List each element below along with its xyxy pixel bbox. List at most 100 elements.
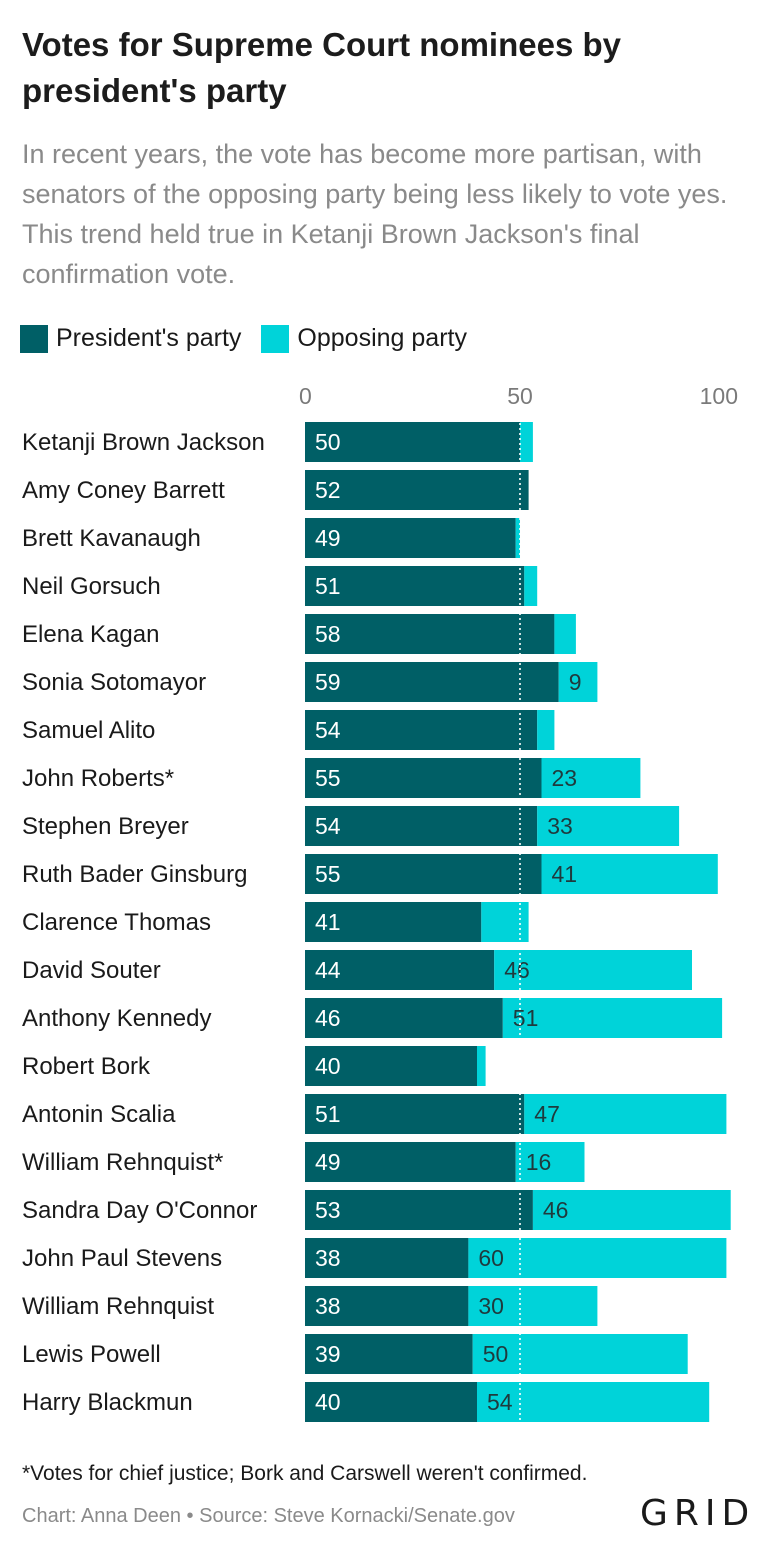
category-label-clarence-thomas: Clarence Thomas	[22, 909, 211, 936]
legend: President's party Opposing party	[20, 324, 487, 353]
bar-opposing-party-william-rehnquist	[515, 1142, 585, 1182]
data-label-presidents-party-clarence-thomas: 41	[315, 909, 341, 935]
data-label-presidents-party-robert-bork: 40	[315, 1053, 341, 1079]
bar-opposing-party-ruth-bader-ginsburg	[541, 854, 718, 894]
data-label-opposing-party-harry-blackmun: 54	[487, 1389, 513, 1415]
bar-presidents-party-stephen-breyer	[305, 806, 538, 846]
bar-opposing-party-anthony-kennedy	[502, 998, 723, 1038]
bar-opposing-party-antonin-scalia	[524, 1094, 727, 1134]
bar-presidents-party-robert-bork	[305, 1046, 477, 1086]
category-label-david-souter: David Souter	[22, 957, 161, 984]
category-label-john-paul-stevens: John Paul Stevens	[22, 1245, 222, 1272]
x-tick-label-0: 0	[299, 383, 312, 409]
category-label-harry-blackmun: Harry Blackmun	[22, 1389, 193, 1416]
grid-logo: GRID	[640, 1493, 756, 1534]
data-label-presidents-party-samuel-alito: 54	[315, 717, 341, 743]
data-label-presidents-party-william-rehnquist: 49	[315, 1149, 341, 1175]
bar-opposing-party-john-paul-stevens	[468, 1238, 727, 1278]
x-tick-label-50: 50	[507, 383, 533, 409]
data-label-opposing-party-ruth-bader-ginsburg: 41	[552, 861, 578, 887]
category-label-neil-gorsuch: Neil Gorsuch	[22, 573, 161, 600]
legend-item-opposing-party: Opposing party	[261, 324, 467, 353]
data-label-opposing-party-william-rehnquist: 16	[526, 1149, 552, 1175]
bar-presidents-party-samuel-alito	[305, 710, 538, 750]
data-label-opposing-party-antonin-scalia: 47	[534, 1101, 560, 1127]
data-label-opposing-party-william-rehnquist: 30	[478, 1293, 504, 1319]
category-label-robert-bork: Robert Bork	[22, 1053, 151, 1080]
data-label-presidents-party-harry-blackmun: 40	[315, 1389, 341, 1415]
data-label-opposing-party-sandra-day-o-connor: 46	[543, 1197, 569, 1223]
bar-opposing-party-samuel-alito	[537, 710, 555, 750]
data-label-opposing-party-john-roberts: 23	[552, 765, 578, 791]
category-label-william-rehnquist: William Rehnquist*	[22, 1149, 223, 1176]
data-label-opposing-party-sonia-sotomayor: 9	[569, 669, 582, 695]
data-label-opposing-party-lewis-powell: 50	[483, 1341, 509, 1367]
legend-label-opposing-party: Opposing party	[297, 324, 467, 352]
data-label-presidents-party-john-roberts: 55	[315, 765, 341, 791]
category-label-amy-coney-barrett: Amy Coney Barrett	[22, 477, 225, 504]
bar-presidents-party-sonia-sotomayor	[305, 662, 559, 702]
bar-presidents-party-ruth-bader-ginsburg	[305, 854, 542, 894]
category-label-ketanji-brown-jackson: Ketanji Brown Jackson	[22, 429, 265, 456]
data-label-presidents-party-anthony-kennedy: 46	[315, 1005, 341, 1031]
category-label-brett-kavanaugh: Brett Kavanaugh	[22, 525, 201, 552]
bar-opposing-party-clarence-thomas	[481, 902, 529, 942]
data-label-presidents-party-ketanji-brown-jackson: 50	[315, 429, 341, 455]
data-label-presidents-party-brett-kavanaugh: 49	[315, 525, 341, 551]
chart-subtitle: In recent years, the vote has become mor…	[22, 139, 728, 289]
data-label-presidents-party-sandra-day-o-connor: 53	[315, 1197, 341, 1223]
bar-opposing-party-elena-kagan	[554, 614, 576, 654]
data-label-presidents-party-sonia-sotomayor: 59	[315, 669, 341, 695]
bar-opposing-party-stephen-breyer	[537, 806, 680, 846]
bar-presidents-party-antonin-scalia	[305, 1094, 525, 1134]
bar-presidents-party-william-rehnquist	[305, 1142, 516, 1182]
data-label-presidents-party-david-souter: 44	[315, 957, 341, 983]
bar-opposing-party-john-roberts	[541, 758, 641, 798]
category-label-elena-kagan: Elena Kagan	[22, 621, 159, 648]
data-label-presidents-party-antonin-scalia: 51	[315, 1101, 341, 1127]
data-label-opposing-party-john-paul-stevens: 60	[478, 1245, 504, 1271]
category-label-sonia-sotomayor: Sonia Sotomayor	[22, 669, 206, 696]
bar-presidents-party-elena-kagan	[305, 614, 555, 654]
legend-swatch-presidents-party	[20, 324, 48, 353]
bar-opposing-party-robert-bork	[477, 1046, 486, 1086]
bar-presidents-party-sandra-day-o-connor	[305, 1190, 533, 1230]
bar-presidents-party-anthony-kennedy	[305, 998, 503, 1038]
bar-presidents-party-ketanji-brown-jackson	[305, 422, 520, 462]
data-label-presidents-party-ruth-bader-ginsburg: 55	[315, 861, 341, 887]
data-label-presidents-party-elena-kagan: 58	[315, 621, 341, 647]
category-label-william-rehnquist: William Rehnquist	[22, 1293, 214, 1320]
category-label-antonin-scalia: Antonin Scalia	[22, 1101, 176, 1128]
category-label-ruth-bader-ginsburg: Ruth Bader Ginsburg	[22, 861, 247, 888]
bar-opposing-party-sandra-day-o-connor	[532, 1190, 731, 1230]
category-label-anthony-kennedy: Anthony Kennedy	[22, 1005, 211, 1032]
data-label-opposing-party-anthony-kennedy: 51	[513, 1005, 539, 1031]
bar-opposing-party-william-rehnquist	[468, 1286, 598, 1326]
bar-presidents-party-clarence-thomas	[305, 902, 482, 942]
bar-presidents-party-john-paul-stevens	[305, 1238, 469, 1278]
bar-presidents-party-john-roberts	[305, 758, 542, 798]
bar-opposing-party-brett-kavanaugh	[515, 518, 520, 558]
bar-presidents-party-neil-gorsuch	[305, 566, 525, 606]
bar-presidents-party-harry-blackmun	[305, 1382, 477, 1422]
data-label-opposing-party-david-souter: 46	[504, 957, 530, 983]
bar-opposing-party-lewis-powell	[472, 1334, 688, 1374]
data-label-presidents-party-neil-gorsuch: 51	[315, 573, 341, 599]
category-label-stephen-breyer: Stephen Breyer	[22, 813, 189, 840]
bar-presidents-party-brett-kavanaugh	[305, 518, 516, 558]
category-label-samuel-alito: Samuel Alito	[22, 717, 155, 744]
bar-presidents-party-david-souter	[305, 950, 495, 990]
legend-swatch-opposing-party	[261, 324, 290, 353]
bar-opposing-party-sonia-sotomayor	[558, 662, 598, 702]
bar-opposing-party-harry-blackmun	[477, 1382, 710, 1422]
source-credit: Chart: Anna Deen • Source: Steve Kornack…	[22, 1505, 515, 1527]
bar-presidents-party-william-rehnquist	[305, 1286, 469, 1326]
data-label-presidents-party-lewis-powell: 39	[315, 1341, 341, 1367]
bar-presidents-party-lewis-powell	[305, 1334, 473, 1374]
category-label-lewis-powell: Lewis Powell	[22, 1341, 161, 1368]
data-label-presidents-party-william-rehnquist: 38	[315, 1293, 341, 1319]
data-label-opposing-party-stephen-breyer: 33	[547, 813, 573, 839]
chart-title: Votes for Supreme Court nominees by pres…	[22, 26, 621, 109]
footnote: *Votes for chief justice; Bork and Carsw…	[22, 1462, 588, 1485]
